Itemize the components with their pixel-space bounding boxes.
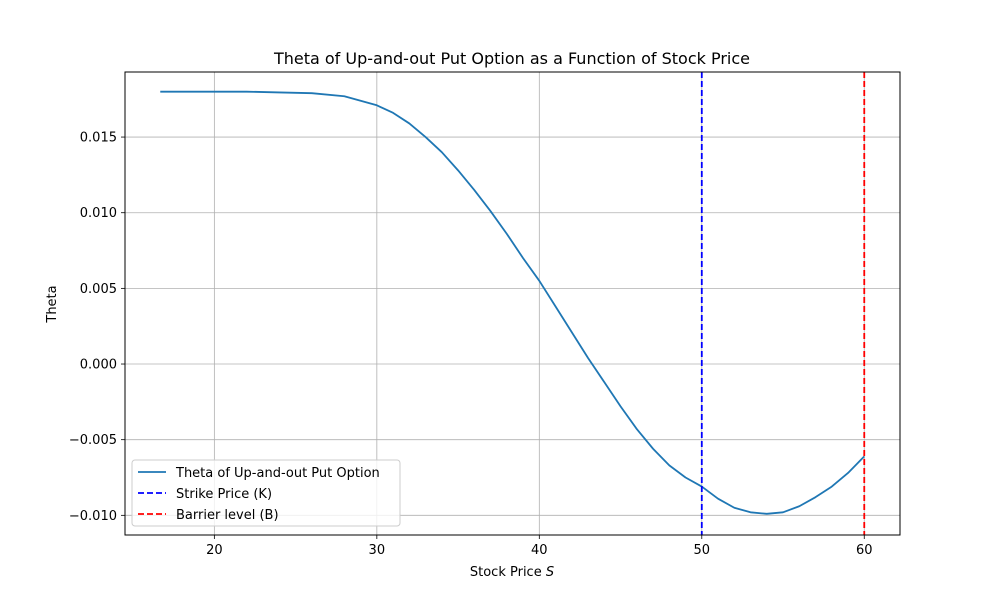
x-tick-label: 60 [856, 543, 873, 558]
legend-box [131, 459, 401, 527]
series-layer [160, 72, 866, 535]
y-axis-title: Theta [45, 285, 60, 323]
x-tick-label: 40 [531, 543, 548, 558]
x-axis-ticks: 20 30 40 50 60 [206, 535, 873, 558]
plot-frame [124, 71, 901, 536]
x-axis-title: Stock Price S [470, 565, 554, 580]
legend-label-theta: Theta of Up-and-out Put Option [175, 466, 380, 481]
legend: Theta of Up-and-out Put Option Strike Pr… [131, 459, 401, 527]
x-axis-title-text: Stock Price [470, 565, 542, 580]
x-tick-label: 20 [206, 543, 223, 558]
chart-title: Theta of Up-and-out Put Option as a Func… [273, 49, 750, 68]
y-tick-label: 0.000 [80, 358, 117, 373]
y-tick-label: −0.010 [69, 509, 117, 524]
grid-lines [125, 72, 900, 535]
y-tick-label: −0.005 [69, 433, 117, 448]
plot-area [125, 72, 900, 535]
y-tick-label: 0.005 [80, 282, 117, 297]
y-tick-label: 0.010 [80, 206, 117, 221]
x-tick-label: 50 [694, 543, 711, 558]
y-tick-label: 0.015 [80, 131, 117, 146]
x-tick-label: 30 [369, 543, 386, 558]
legend-label-barrier: Barrier level (B) [176, 508, 279, 523]
series-line-0 [160, 90, 865, 515]
y-axis-ticks: −0.010 −0.005 0.000 0.005 0.010 0.015 [69, 131, 125, 524]
legend-label-strike: Strike Price (K) [176, 487, 272, 502]
x-axis-title-symbol: S [546, 565, 554, 580]
